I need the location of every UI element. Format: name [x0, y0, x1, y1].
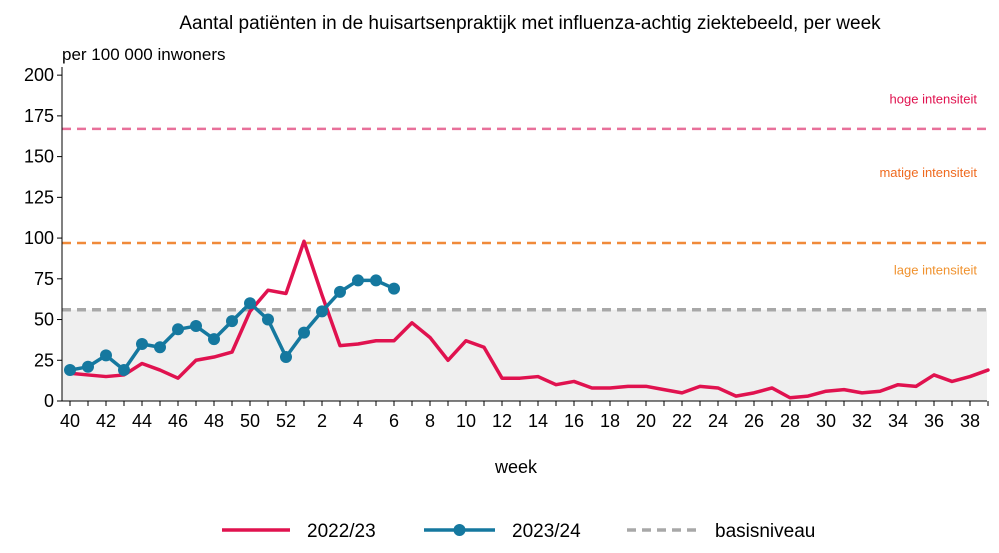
- legend-label-1: 2023/24: [512, 521, 581, 542]
- data-point: [208, 333, 220, 346]
- x-axis-label: week: [494, 457, 538, 477]
- plot-area: hoge intensiteit matige intensiteit lage i…: [24, 65, 990, 431]
- data-point: [280, 351, 292, 364]
- y-tick-label: 50: [34, 310, 54, 330]
- chart-subtitle: per 100 000 inwoners: [62, 45, 226, 64]
- legend-label-2: basisniveau: [715, 521, 815, 542]
- x-tick-label: 28: [780, 411, 800, 431]
- x-tick-label: 44: [132, 411, 152, 431]
- zone-label-1: matige intensiteit: [879, 165, 977, 180]
- y-tick-label: 25: [34, 350, 54, 370]
- x-tick-label: 34: [888, 411, 908, 431]
- chart-title: Aantal patiënten in de huisartsenpraktij…: [179, 13, 881, 34]
- x-tick-label: 24: [708, 411, 728, 431]
- x-tick-label: 6: [389, 411, 399, 431]
- zone-label-0: hoge intensiteit: [890, 92, 978, 107]
- zone-label-2: lage intensiteit: [894, 263, 977, 278]
- x-tick-label: 4: [353, 411, 363, 431]
- data-point: [82, 360, 94, 373]
- legend-marker: [453, 524, 466, 536]
- data-point: [262, 313, 274, 326]
- y-tick-label: 75: [34, 269, 54, 289]
- data-point: [352, 274, 364, 287]
- y-tick-label: 0: [44, 391, 54, 411]
- x-tick-label: 50: [240, 411, 260, 431]
- x-tick-label: 40: [60, 411, 80, 431]
- data-point: [64, 364, 76, 377]
- x-tick-label: 16: [564, 411, 584, 431]
- x-tick-label: 36: [924, 411, 944, 431]
- series-line-2022-23: [68, 239, 990, 400]
- x-tick-label: 10: [456, 411, 476, 431]
- data-point: [388, 282, 400, 295]
- data-point: [298, 326, 310, 339]
- x-tick-label: 32: [852, 411, 872, 431]
- y-tick-label: 200: [24, 65, 54, 85]
- x-tick-label: 30: [816, 411, 836, 431]
- x-tick-label: 12: [492, 411, 512, 431]
- x-tick-label: 14: [528, 411, 548, 431]
- x-tick-label: 20: [636, 411, 656, 431]
- x-tick-label: 22: [672, 411, 692, 431]
- data-point: [136, 337, 148, 350]
- data-point: [316, 305, 328, 318]
- x-tick-label: 18: [600, 411, 620, 431]
- x-tick-label: 52: [276, 411, 296, 431]
- data-point: [118, 364, 130, 377]
- x-tick-label: 48: [204, 411, 224, 431]
- data-point: [370, 274, 382, 287]
- x-tick-label: 38: [960, 411, 980, 431]
- data-point: [334, 285, 346, 298]
- y-tick-label: 175: [24, 106, 54, 126]
- x-tick-label: 26: [744, 411, 764, 431]
- data-point: [100, 349, 112, 362]
- data-point: [226, 315, 238, 328]
- data-point: [244, 297, 256, 310]
- x-tick-label: 42: [96, 411, 116, 431]
- data-point: [154, 341, 166, 354]
- x-tick-label: 46: [168, 411, 188, 431]
- x-tick-label: 8: [425, 411, 435, 431]
- y-tick-label: 125: [24, 187, 54, 207]
- legend: 2022/23 2023/24 basisniveau: [222, 521, 815, 542]
- data-point: [172, 323, 184, 336]
- y-tick-label: 150: [24, 147, 54, 167]
- y-tick-label: 100: [24, 228, 54, 248]
- legend-label-0: 2022/23: [307, 521, 376, 542]
- x-tick-label: 2: [317, 411, 327, 431]
- data-point: [190, 320, 202, 333]
